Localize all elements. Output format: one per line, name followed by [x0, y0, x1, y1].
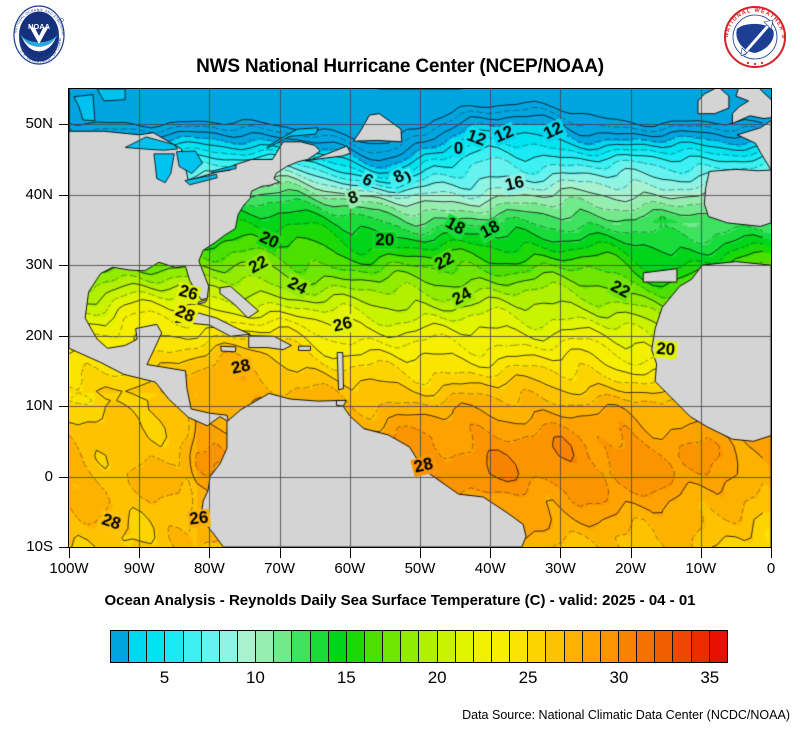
colorbar-swatch[interactable]: [709, 631, 727, 662]
colorbar-swatch[interactable]: [419, 631, 438, 662]
lat-tick: [59, 195, 68, 196]
colorbar-swatch[interactable]: [582, 631, 601, 662]
lon-label: 40W: [474, 560, 506, 577]
lat-label: 10N: [25, 397, 53, 415]
colorbar-swatch[interactable]: [455, 631, 474, 662]
lat-tick: [59, 336, 68, 337]
lat-tick: [59, 477, 68, 478]
temperature-colorbar[interactable]: [110, 630, 728, 663]
colorbar-swatch[interactable]: [546, 631, 565, 662]
colorbar-swatch[interactable]: [292, 631, 311, 662]
lon-label: 0: [766, 560, 776, 577]
lon-tick: [280, 548, 281, 558]
colorbar-swatch[interactable]: [364, 631, 384, 662]
lon-label: 80W: [193, 560, 225, 577]
colorbar-swatch[interactable]: [510, 631, 529, 662]
noaa-logo: NOAA NATIONAL OCEANIC AND ATMOSPHERIC U.…: [6, 1, 71, 66]
sst-map[interactable]: [68, 88, 772, 548]
colorbar-swatch[interactable]: [129, 631, 148, 662]
colorbar-swatch[interactable]: [437, 631, 456, 662]
colorbar-swatch[interactable]: [401, 631, 420, 662]
colorbar-swatch[interactable]: [600, 631, 619, 662]
colorbar-swatch[interactable]: [201, 631, 220, 662]
lat-label: 50N: [25, 115, 53, 133]
colorbar-swatch[interactable]: [383, 631, 402, 662]
lat-label: 40N: [25, 185, 53, 203]
colorbar-swatch[interactable]: [328, 631, 347, 662]
lon-tick: [139, 548, 140, 558]
lon-label: 70W: [264, 560, 296, 577]
lon-tick: [209, 548, 210, 558]
lat-label: 10S: [26, 538, 53, 555]
colorbar-swatch[interactable]: [256, 631, 275, 662]
lon-label: 60W: [334, 560, 366, 577]
lon-tick: [560, 548, 561, 558]
lon-label: 90W: [123, 560, 155, 577]
lat-label: 20N: [25, 326, 53, 344]
colorbar-tick-label: 5: [159, 668, 170, 687]
lat-tick: [59, 265, 68, 266]
lon-label: 10W: [685, 560, 717, 577]
lon-tick: [771, 548, 772, 558]
lat-label: 0: [44, 467, 53, 485]
colorbar-swatch[interactable]: [637, 631, 656, 662]
colorbar-swatch[interactable]: [655, 631, 674, 662]
lon-tick: [350, 548, 351, 558]
lon-label: 20W: [615, 560, 647, 577]
colorbar-swatch[interactable]: [691, 631, 710, 662]
colorbar-tick-label: 15: [336, 668, 356, 687]
colorbar-swatch[interactable]: [673, 631, 692, 662]
sst-map-canvas[interactable]: [69, 89, 771, 547]
colorbar-tick-label: 30: [609, 668, 629, 687]
colorbar-swatch[interactable]: [491, 631, 511, 662]
page-title: NWS National Hurricane Center (NCEP/NOAA…: [196, 56, 604, 77]
colorbar-tick-label: 10: [245, 668, 265, 687]
map-caption: Ocean Analysis - Reynolds Daily Sea Surf…: [104, 592, 696, 609]
colorbar-tick-label: 35: [700, 668, 720, 687]
colorbar-swatch[interactable]: [473, 631, 492, 662]
lon-tick: [701, 548, 702, 558]
colorbar-tick-labels: 5 10 15 20 25 30 35: [0, 668, 800, 694]
colorbar-swatch[interactable]: [618, 631, 638, 662]
lon-label: 100W: [49, 560, 89, 577]
noaa-logo-text: NOAA: [28, 22, 51, 31]
lat-tick: [59, 547, 68, 548]
colorbar-swatch[interactable]: [274, 631, 293, 662]
colorbar-swatch[interactable]: [219, 631, 238, 662]
colorbar-swatch[interactable]: [310, 631, 329, 662]
lon-tick: [631, 548, 632, 558]
colorbar-tick-label: 20: [427, 668, 447, 687]
colorbar-tick-label: 25: [518, 668, 538, 687]
colorbar-swatch[interactable]: [165, 631, 184, 662]
lat-label: 30N: [25, 256, 53, 274]
colorbar-swatch[interactable]: [147, 631, 166, 662]
lat-tick: [59, 406, 68, 407]
nws-logo: NATIONAL WEATHER SERVICE: [717, 0, 790, 71]
lon-label: 50W: [404, 560, 436, 577]
colorbar-swatch[interactable]: [346, 631, 365, 662]
lon-tick: [420, 548, 421, 558]
lon-label: 30W: [544, 560, 576, 577]
lat-tick: [59, 124, 68, 125]
colorbar-swatch[interactable]: [528, 631, 547, 662]
colorbar-swatch[interactable]: [183, 631, 202, 662]
lon-tick: [490, 548, 491, 558]
colorbar-swatch[interactable]: [111, 631, 130, 662]
lon-tick: [69, 548, 70, 558]
data-source-note: Data Source: National Climatic Data Cent…: [462, 708, 790, 722]
colorbar-swatch[interactable]: [564, 631, 583, 662]
colorbar-swatch[interactable]: [237, 631, 257, 662]
